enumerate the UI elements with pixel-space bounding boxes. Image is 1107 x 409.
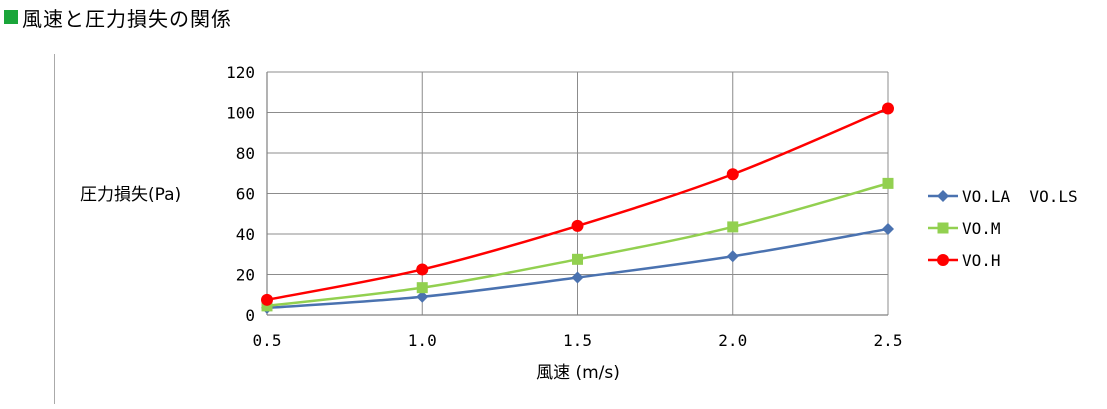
axes xyxy=(266,72,888,316)
y-tick-label: 20 xyxy=(236,266,255,285)
y-tick-label: 80 xyxy=(236,144,255,163)
data-point xyxy=(572,253,583,265)
header: 風速と圧力損失の関係 xyxy=(4,4,232,31)
y-tick-label: 120 xyxy=(226,63,255,82)
legend-item: VO.LA VO.LS xyxy=(928,187,1078,206)
legend-marker xyxy=(937,254,949,266)
y-axis-title: 圧力損失(Pa) xyxy=(80,185,181,205)
y-tick-label: 40 xyxy=(236,225,255,244)
x-axis-title: 風速 (m/s) xyxy=(536,363,620,383)
legend-item: VO.H xyxy=(928,251,1001,270)
series-group xyxy=(261,102,894,314)
data-point xyxy=(571,271,584,284)
data-point xyxy=(416,282,428,294)
data-point xyxy=(571,219,584,232)
data-point xyxy=(726,168,739,181)
series-2 xyxy=(261,177,894,312)
data-point xyxy=(882,102,894,115)
tick-labels: 0 20 40 60 80 100 120 0.5 1.0 1.5 2.0 2.5 xyxy=(226,63,902,350)
legend-label: VO.H xyxy=(962,251,1001,270)
legend-label: VO.LA VO.LS xyxy=(962,187,1078,206)
x-tick-label: 0.5 xyxy=(253,331,282,350)
data-point xyxy=(261,293,273,306)
data-point xyxy=(261,300,273,312)
legend: VO.LA VO.LS VO.M VO.H xyxy=(928,187,1078,270)
data-point xyxy=(727,221,739,233)
y-tick-label: 100 xyxy=(226,104,255,123)
x-tick-label: 1.0 xyxy=(408,331,437,350)
legend-marker xyxy=(937,222,949,234)
x-tick-label: 1.5 xyxy=(563,331,592,350)
legend-marker xyxy=(937,190,949,202)
data-point xyxy=(416,263,429,276)
page-title: 風速と圧力損失の関係 xyxy=(22,6,232,31)
data-point xyxy=(726,250,739,263)
x-tick-label: 2.0 xyxy=(718,331,747,350)
data-point xyxy=(882,222,894,235)
legend-label: VO.M xyxy=(962,219,1001,238)
series-3 xyxy=(261,102,894,306)
y-tick-label: 60 xyxy=(236,185,255,204)
data-point xyxy=(416,290,429,303)
x-tick-label: 2.5 xyxy=(874,331,903,350)
y-tick-label: 0 xyxy=(245,306,255,325)
divider xyxy=(54,54,55,404)
data-point xyxy=(882,177,894,189)
legend-item: VO.M xyxy=(928,219,1001,238)
green-square-icon xyxy=(4,10,18,24)
